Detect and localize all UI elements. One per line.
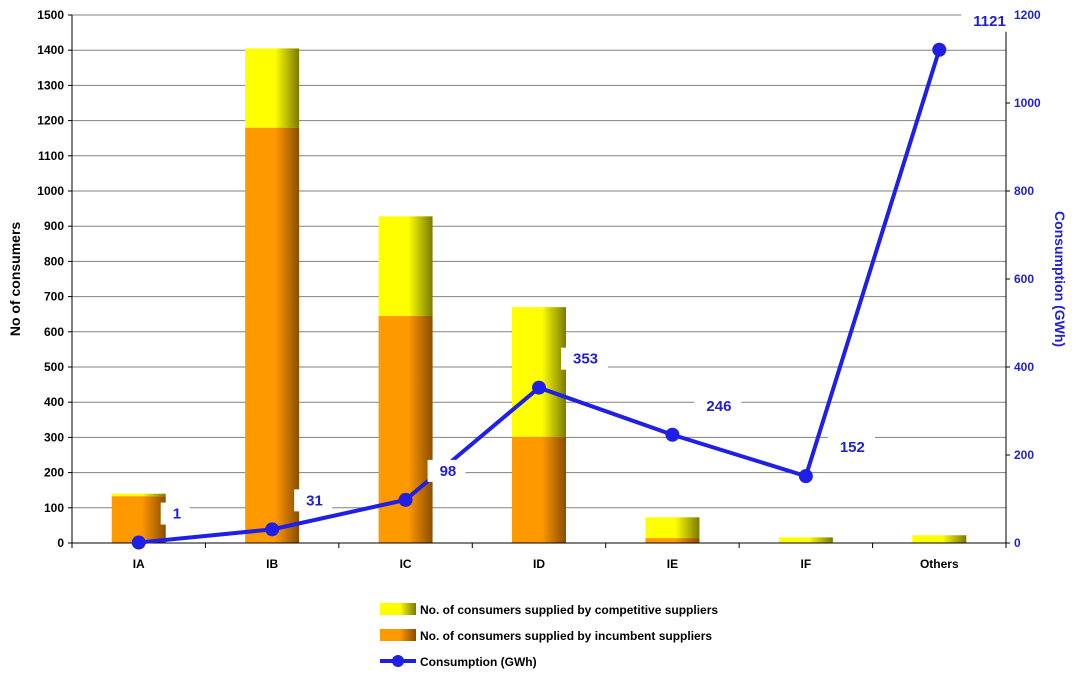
y-tick-label: 200	[44, 466, 64, 480]
bar-incumbent	[111, 496, 166, 543]
legend-swatch-competitive	[380, 603, 416, 615]
data-label-bg	[827, 436, 875, 459]
bar-incumbent	[245, 127, 300, 543]
y-tick-label: 1000	[37, 184, 64, 198]
bar-incumbent	[645, 538, 700, 543]
x-tick-label: IF	[801, 557, 812, 571]
bar-competitive	[912, 535, 967, 543]
axis-text: 0100200300400500600700800900100011001200…	[7, 8, 1068, 571]
y-tick-label: 300	[44, 430, 64, 444]
legend-label: No. of consumers supplied by competitive…	[420, 603, 718, 617]
data-label-bg	[961, 9, 1018, 32]
legend-label: Consumption (GWh)	[420, 655, 537, 669]
y-tick-label: 500	[44, 360, 64, 374]
consumption-point	[932, 42, 947, 57]
consumption-point	[532, 380, 546, 395]
legend-label: No. of consumers supplied by incumbent s…	[420, 629, 712, 643]
consumption-point	[798, 469, 813, 484]
data-label-bg	[294, 489, 333, 512]
y2-tick-label: 600	[1014, 272, 1034, 286]
y-tick-label: 100	[44, 501, 64, 515]
x-tick-label: IB	[266, 557, 278, 571]
axes	[68, 14, 1010, 548]
y-tick-label: 1500	[37, 8, 64, 22]
x-tick-label: IA	[133, 557, 145, 571]
y2-tick-label: 1000	[1014, 96, 1041, 110]
data-label: 98	[440, 463, 457, 480]
consumption-point	[665, 427, 680, 442]
legend-swatch-marker	[392, 655, 404, 667]
data-label-bg	[694, 394, 742, 417]
x-tick-label: Others	[920, 557, 959, 571]
data-label: 31	[306, 492, 323, 509]
data-label: 246	[706, 398, 731, 415]
bar-incumbent	[378, 315, 433, 543]
data-label: 1121	[973, 13, 1006, 30]
y-tick-label: 1400	[37, 43, 64, 57]
y2-axis-title: Consumption (GWh)	[1052, 211, 1068, 347]
y-tick-label: 1300	[37, 78, 64, 92]
y-tick-label: 1100	[38, 149, 64, 163]
y2-tick-label: 0	[1014, 536, 1021, 550]
bar-incumbent	[512, 436, 566, 543]
legend: No. of consumers supplied by competitive…	[380, 603, 718, 669]
y2-tick-label: 200	[1014, 448, 1034, 462]
y-tick-label: 700	[44, 290, 64, 304]
x-tick-label: ID	[533, 557, 545, 571]
y-tick-label: 600	[44, 325, 64, 339]
bar-competitive	[111, 493, 166, 497]
data-label: 353	[573, 351, 598, 368]
consumption-point	[265, 522, 280, 537]
y2-tick-label: 400	[1014, 360, 1034, 374]
y-tick-label: 800	[44, 254, 64, 268]
consumption-point	[131, 535, 146, 550]
legend-swatch-incumbent	[380, 629, 416, 641]
y-axis-title: No of consumers	[7, 222, 23, 337]
data-label: 152	[840, 439, 865, 456]
bar-series	[111, 48, 967, 543]
data-label-bg	[427, 459, 466, 482]
line-series	[131, 42, 947, 550]
x-tick-label: IE	[667, 557, 678, 571]
bar-competitive	[245, 48, 300, 128]
data-label: 1	[173, 506, 181, 523]
bar-competitive	[778, 537, 833, 543]
data-labels: 1 31 98 353 246 152 1121	[160, 9, 1018, 525]
y2-tick-label: 1200	[1014, 8, 1041, 22]
data-label-bg	[160, 502, 190, 525]
bar-competitive	[378, 216, 433, 316]
y2-tick-label: 800	[1014, 184, 1034, 198]
bar-competitive	[645, 517, 700, 539]
consumption-point	[398, 492, 413, 507]
y-tick-label: 0	[57, 536, 64, 550]
y-tick-label: 900	[44, 219, 64, 233]
x-tick-label: IC	[400, 557, 412, 571]
bar-competitive	[512, 307, 566, 437]
data-label-bg	[561, 347, 608, 370]
y-tick-label: 400	[44, 395, 64, 409]
y-tick-label: 1200	[37, 114, 64, 128]
